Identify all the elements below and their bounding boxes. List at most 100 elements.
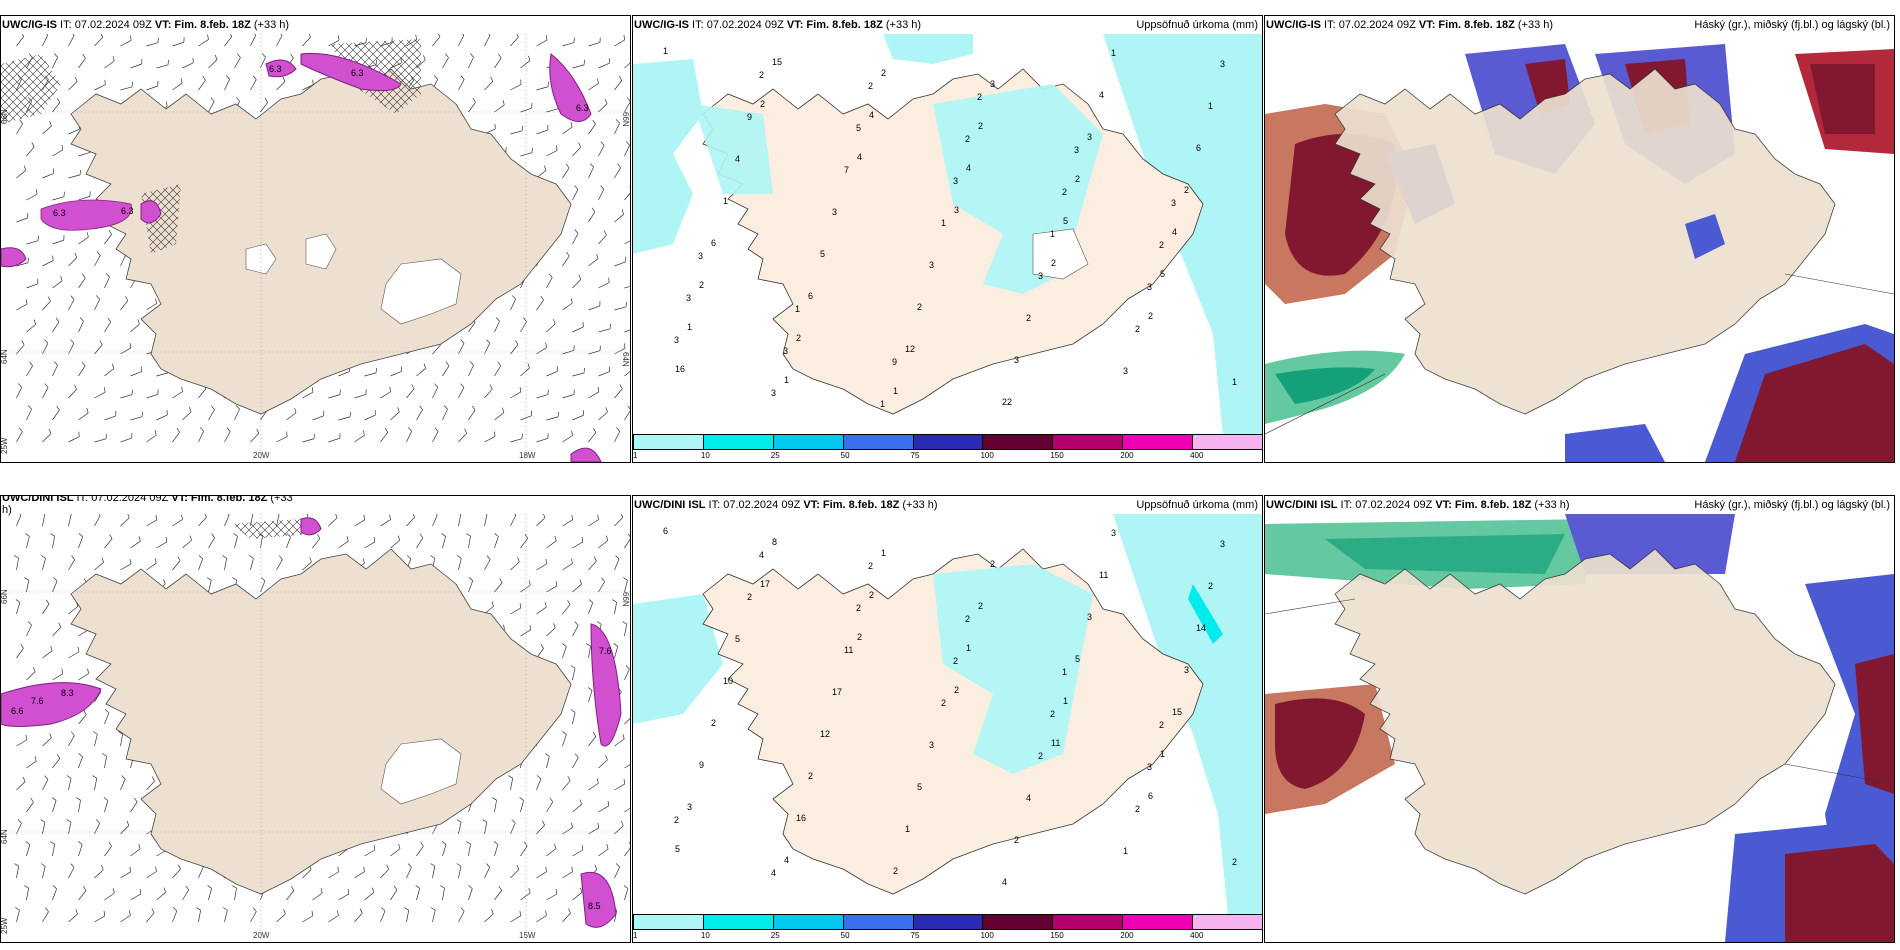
wind-barb <box>94 734 98 747</box>
wind-barb-flag <box>621 209 625 215</box>
wind-barb-flag <box>597 822 600 828</box>
wind-barb <box>536 300 544 311</box>
wind-barb-flag <box>596 621 602 625</box>
wind-barb-flag <box>587 687 593 691</box>
wind-barb-flag <box>596 253 599 259</box>
wind-barb <box>52 410 60 421</box>
wind-barb <box>562 126 573 135</box>
wind-barb <box>26 283 38 289</box>
wind-barb-flag <box>108 841 112 847</box>
wind-barb <box>156 414 168 421</box>
wind-barb-flag <box>460 907 465 912</box>
wind-barb <box>26 802 34 813</box>
wind-barb <box>172 910 178 923</box>
precip-value: 4 <box>1002 877 1007 887</box>
wind-barb <box>104 234 112 245</box>
wind-barb-flag <box>236 97 240 102</box>
wind-barb <box>42 125 52 135</box>
wind-barb <box>52 364 58 377</box>
wind-barb <box>146 42 159 47</box>
wind-barb <box>52 844 55 857</box>
wind-barb <box>16 822 22 835</box>
wind-barb <box>208 888 212 901</box>
precip-legend: 1 10 25 50 75 100 150 200 400 <box>633 914 1262 942</box>
wind-barb-flag <box>47 296 51 302</box>
wind-barb <box>624 668 630 681</box>
precip-value: 2 <box>869 590 874 600</box>
wind-barb-flag <box>22 776 26 782</box>
wind-barb <box>42 343 49 355</box>
wind-barb <box>78 236 89 245</box>
wind-barb-flag <box>177 556 181 561</box>
wind-barb <box>458 79 465 91</box>
wind-barb <box>546 801 554 813</box>
wind-barb-flag <box>494 431 496 437</box>
precip-value: 14 <box>1196 623 1206 633</box>
wind-barb-flag <box>574 753 579 758</box>
wind-barb-flag <box>486 863 490 868</box>
wind-barb <box>16 344 25 355</box>
wind-barb-flag <box>311 910 314 916</box>
wind-barb <box>42 603 50 615</box>
wind-barb-flag <box>583 59 585 65</box>
wind-barb-flag <box>490 76 494 82</box>
wind-barb-flag <box>198 555 203 560</box>
legend-label: 100 <box>980 451 994 460</box>
precip-value: 2 <box>711 718 716 728</box>
icing-area <box>265 59 297 78</box>
precip-value: 2 <box>965 134 970 144</box>
legend-label: 50 <box>840 451 850 460</box>
wind-barb-flag <box>571 866 573 872</box>
wind-barb <box>42 173 54 179</box>
wind-barb <box>42 650 53 659</box>
wind-barb <box>614 123 620 135</box>
wind-barb-flag <box>61 668 64 674</box>
precip-value: 3 <box>1147 762 1152 772</box>
legend-swatch <box>1192 915 1262 929</box>
iceland-landmass <box>1334 548 1836 895</box>
wind-barb <box>26 146 35 157</box>
precip-value: 3 <box>1014 355 1019 365</box>
wind-barb <box>208 409 215 421</box>
wind-barb-flag <box>626 97 630 102</box>
precip-value: 9 <box>892 357 897 367</box>
precip-value: 5 <box>735 634 740 644</box>
wind-barb <box>172 391 183 399</box>
wind-barb <box>520 584 531 593</box>
lon-label: 20W <box>253 931 270 940</box>
wind-barb-flag <box>441 841 447 845</box>
wind-barb <box>224 514 230 527</box>
precip-value: 4 <box>784 855 789 865</box>
wind-barb-flag <box>597 386 600 392</box>
wind-barb-flag <box>545 35 548 41</box>
precip-value: 7 <box>844 165 849 175</box>
wind-barb <box>120 563 131 571</box>
wind-barb-flag <box>46 34 48 36</box>
wind-barb <box>510 391 522 399</box>
precip-value: 1 <box>1062 667 1067 677</box>
wind-barb-flag <box>52 797 57 801</box>
legend-swatch <box>702 435 773 449</box>
wind-barb-flag <box>50 841 55 845</box>
wind-barb <box>572 712 576 725</box>
wind-barb <box>510 344 519 355</box>
wind-barb-flag <box>552 319 556 324</box>
wind-barb <box>588 391 599 399</box>
wind-barb <box>94 438 107 443</box>
wind-barb <box>510 36 519 47</box>
wind-barb-flag <box>596 778 599 784</box>
wind-barb-flag <box>74 76 78 82</box>
wind-barb <box>42 300 51 311</box>
wind-barb-flag <box>308 34 311 38</box>
wind-barb <box>536 517 546 527</box>
precip-value: 3 <box>1087 132 1092 142</box>
precip-value: 2 <box>674 815 679 825</box>
wind-barb <box>588 166 594 179</box>
wind-barb <box>598 145 605 157</box>
wind-barb <box>120 437 132 443</box>
wind-barb <box>68 174 81 179</box>
wind-barb-flag <box>593 556 597 562</box>
precip-value: 2 <box>917 302 922 312</box>
panel-subtitle: Uppsöfnuð úrkoma (mm) <box>1136 19 1258 31</box>
wind-barb-flag <box>615 119 620 124</box>
